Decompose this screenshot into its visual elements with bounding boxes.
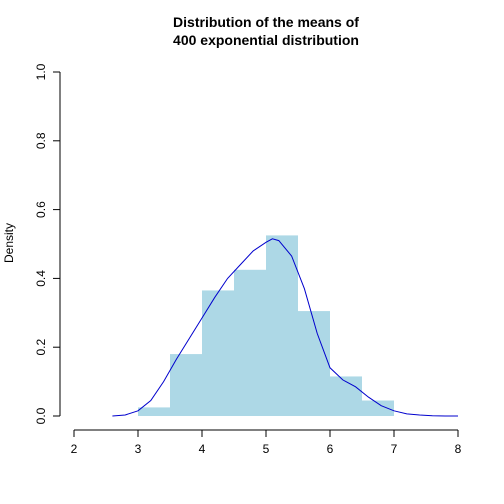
y-axis-label: Density <box>2 223 16 263</box>
x-tick-label: 4 <box>199 442 206 456</box>
y-axis: 0.0 0.2 0.4 0.6 0.8 1.0 <box>34 63 61 424</box>
histogram-bar <box>266 235 298 416</box>
x-tick-label: 6 <box>327 442 334 456</box>
histogram-bar <box>202 290 234 416</box>
histogram-bar <box>330 376 362 416</box>
y-tick-label: 0.2 <box>34 339 48 356</box>
y-tick-label: 0.0 <box>34 407 48 424</box>
y-tick-label: 0.8 <box>34 132 48 149</box>
chart-title-line-1: Distribution of the means of <box>173 14 359 30</box>
chart-title-line-2: 400 exponential distribution <box>173 32 359 48</box>
y-tick-label: 0.4 <box>34 270 48 287</box>
histogram-bar <box>298 311 330 416</box>
x-tick-label: 3 <box>135 442 142 456</box>
chart-title: Distribution of the means of 400 exponen… <box>173 14 359 48</box>
x-axis: 2 3 4 5 6 7 8 <box>71 429 462 456</box>
x-tick-label: 8 <box>455 442 462 456</box>
y-tick-label: 1.0 <box>34 63 48 80</box>
x-tick-label: 7 <box>391 442 398 456</box>
x-tick-label: 5 <box>263 442 270 456</box>
histogram-bar <box>170 354 202 416</box>
y-tick-label: 0.6 <box>34 201 48 218</box>
density-curve <box>112 238 458 417</box>
x-tick-label: 2 <box>71 442 78 456</box>
histogram-bar <box>234 269 266 416</box>
histogram-bar <box>362 400 394 416</box>
histogram-bar <box>138 407 170 416</box>
histogram-bars <box>138 235 394 416</box>
